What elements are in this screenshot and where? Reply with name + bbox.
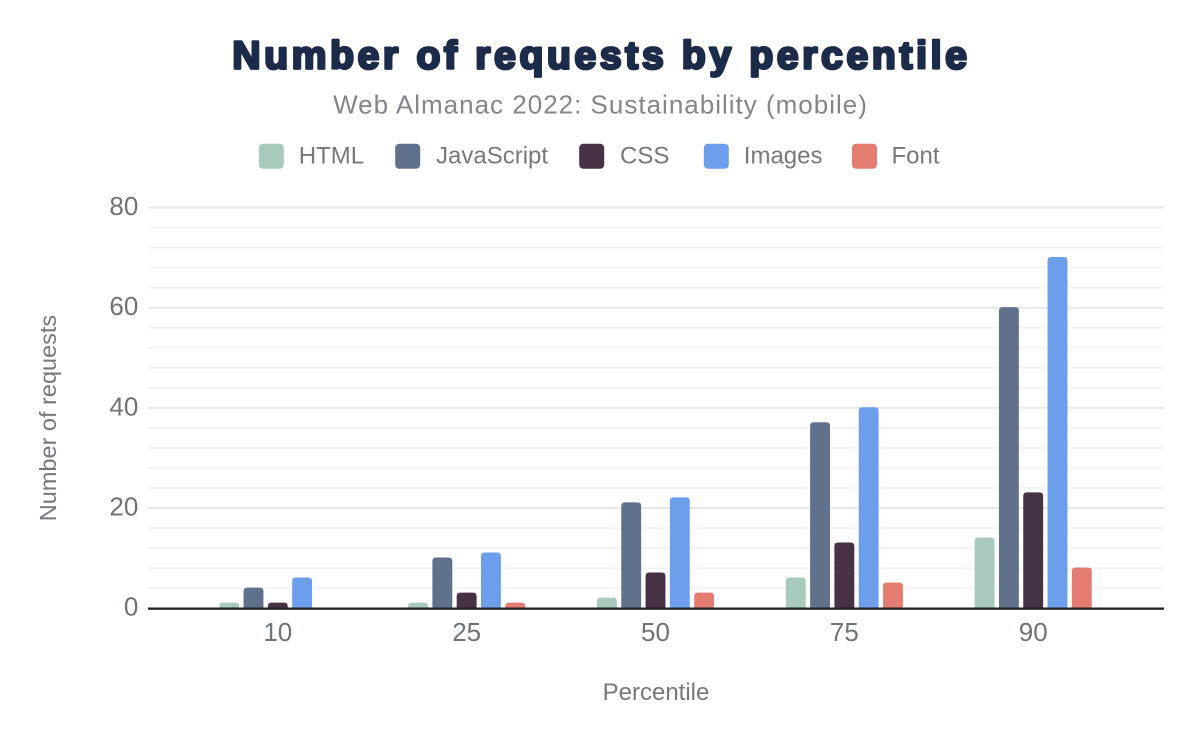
svg-text:10: 10 — [263, 617, 292, 647]
svg-text:Web Almanac 2022: Sustainabili: Web Almanac 2022: Sustainability (mobile… — [333, 90, 868, 120]
svg-text:Font: Font — [892, 143, 940, 170]
svg-text:80: 80 — [109, 191, 138, 221]
svg-text:0: 0 — [124, 592, 138, 622]
svg-text:Number of requests: Number of requests — [35, 315, 61, 521]
svg-text:Images: Images — [744, 143, 823, 170]
svg-text:60: 60 — [109, 291, 138, 321]
svg-text:40: 40 — [109, 391, 138, 421]
svg-text:HTML: HTML — [299, 143, 364, 170]
svg-text:Number of requests by percenti: Number of requests by percentile — [232, 35, 970, 78]
svg-text:Percentile: Percentile — [603, 679, 710, 706]
svg-text:JavaScript: JavaScript — [436, 143, 548, 170]
svg-text:CSS: CSS — [620, 143, 669, 170]
svg-text:75: 75 — [830, 617, 859, 647]
svg-text:50: 50 — [641, 617, 670, 647]
svg-text:90: 90 — [1019, 617, 1048, 647]
svg-text:20: 20 — [109, 492, 138, 522]
svg-text:25: 25 — [452, 617, 481, 647]
